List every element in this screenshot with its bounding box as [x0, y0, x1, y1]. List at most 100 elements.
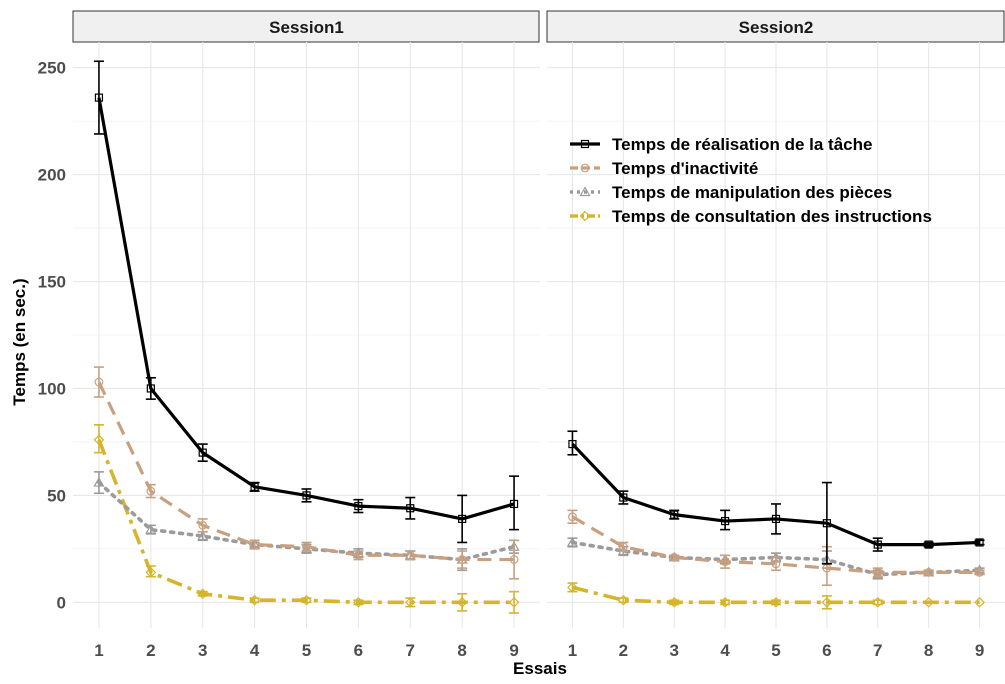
data-point	[197, 530, 209, 541]
series-line	[571, 515, 980, 574]
x-tick-label: 6	[822, 641, 831, 660]
x-tick-label: 1	[94, 641, 103, 660]
data-point	[567, 582, 578, 593]
legend-item: Temps d'inactivité	[570, 159, 758, 178]
series-realisation	[567, 430, 985, 565]
data-point	[354, 501, 363, 511]
data-point	[405, 550, 415, 560]
data-point	[93, 434, 105, 446]
data-point	[924, 567, 934, 577]
x-tick-label: 3	[669, 641, 678, 660]
data-point	[508, 596, 520, 608]
y-tick-label: 100	[38, 379, 66, 398]
data-point	[198, 448, 207, 457]
data-point	[721, 516, 730, 526]
legend-marker	[580, 139, 590, 149]
data-point	[670, 510, 679, 519]
grid	[73, 42, 540, 628]
data-point	[771, 559, 781, 569]
legend-marker	[580, 163, 590, 173]
series-consultation	[93, 424, 520, 614]
panel-2: Session2 1 2 3 4 5 6 7 8 9	[546, 10, 1005, 660]
panel-1: Session1 1 2 3 4 5 6 7 8 9 0 50 100 150 200 250	[38, 10, 540, 660]
legend-marker	[579, 210, 591, 222]
x-tick-label: 8	[457, 641, 466, 660]
legend-label: Temps de consultation des instructions	[612, 207, 932, 226]
data-point	[249, 594, 260, 606]
data-point	[872, 568, 884, 579]
x-tick-label: 9	[509, 641, 518, 660]
data-point	[458, 514, 467, 524]
data-point	[145, 567, 157, 578]
legend-label: Temps de réalisation de la tâche	[612, 135, 872, 154]
data-point	[457, 555, 467, 564]
data-point	[872, 596, 884, 608]
data-point	[93, 476, 105, 487]
y-tick-label: 50	[47, 486, 66, 505]
x-tick-label: 5	[302, 641, 311, 660]
y-tick-label: 250	[38, 59, 66, 78]
series-consultation	[567, 582, 985, 610]
data-point	[720, 557, 730, 567]
data-point	[566, 536, 578, 547]
x-tick-label: 6	[354, 641, 363, 660]
data-point	[821, 596, 833, 608]
data-point	[975, 538, 984, 547]
legend-label: Temps de manipulation des pièces	[612, 183, 892, 202]
data-point	[301, 594, 312, 606]
x-axis-title: Essais	[513, 659, 567, 678]
x-tick-label: 1	[568, 641, 577, 660]
y-tick-label: 0	[57, 593, 66, 612]
data-point	[974, 596, 985, 608]
data-point	[197, 588, 209, 600]
data-point	[146, 384, 155, 393]
x-tick-label: 4	[250, 641, 260, 660]
data-point	[873, 540, 882, 549]
data-point	[923, 596, 935, 608]
data-point	[719, 596, 731, 608]
data-point	[509, 499, 519, 509]
data-point	[406, 504, 415, 513]
legend-item: Temps de consultation des instructions	[570, 207, 932, 226]
y-tick-label: 200	[38, 166, 66, 185]
data-point	[250, 540, 260, 549]
data-point	[146, 486, 156, 496]
legend-marker	[579, 186, 591, 197]
data-point	[975, 567, 984, 577]
legend: Temps de réalisation de la tâche Temps d'…	[570, 135, 932, 226]
data-point	[509, 555, 519, 564]
legend-item: Temps de réalisation de la tâche	[570, 135, 872, 154]
x-tick-label: 2	[146, 641, 155, 660]
data-point	[353, 596, 364, 608]
series-inactivite	[567, 509, 985, 587]
data-point	[822, 519, 831, 528]
data-point	[619, 493, 628, 502]
x-tick-label: 2	[619, 641, 628, 660]
y-tick-label: 150	[38, 273, 66, 292]
x-tick-label: 9	[975, 641, 984, 660]
x-tick-label: 3	[198, 641, 207, 660]
data-point	[617, 594, 629, 606]
x-tick-label: 8	[924, 641, 933, 660]
data-point	[924, 540, 933, 549]
data-point	[198, 520, 208, 530]
legend-item: Temps de manipulation des pièces	[570, 183, 892, 202]
x-tick-label: 7	[873, 641, 882, 660]
panel-strip	[72, 10, 540, 43]
data-point	[568, 512, 577, 522]
y-axis-title: Temps (en sec.)	[10, 278, 29, 405]
panels: Session1 1 2 3 4 5 6 7 8 9 0 50 100 150 200 250 Session2…	[38, 10, 1005, 660]
axes: Essais Temps (en sec.)	[10, 278, 567, 678]
grid	[547, 42, 1005, 628]
panel-title: Session1	[269, 18, 344, 37]
data-point	[771, 514, 781, 524]
series-realisation	[93, 60, 520, 544]
series-line	[570, 540, 982, 577]
data-point	[668, 596, 680, 608]
data-point	[404, 596, 416, 608]
x-tick-label: 7	[406, 641, 415, 660]
data-point	[145, 523, 157, 534]
data-point	[94, 377, 104, 387]
x-tick-label: 4	[720, 641, 730, 660]
